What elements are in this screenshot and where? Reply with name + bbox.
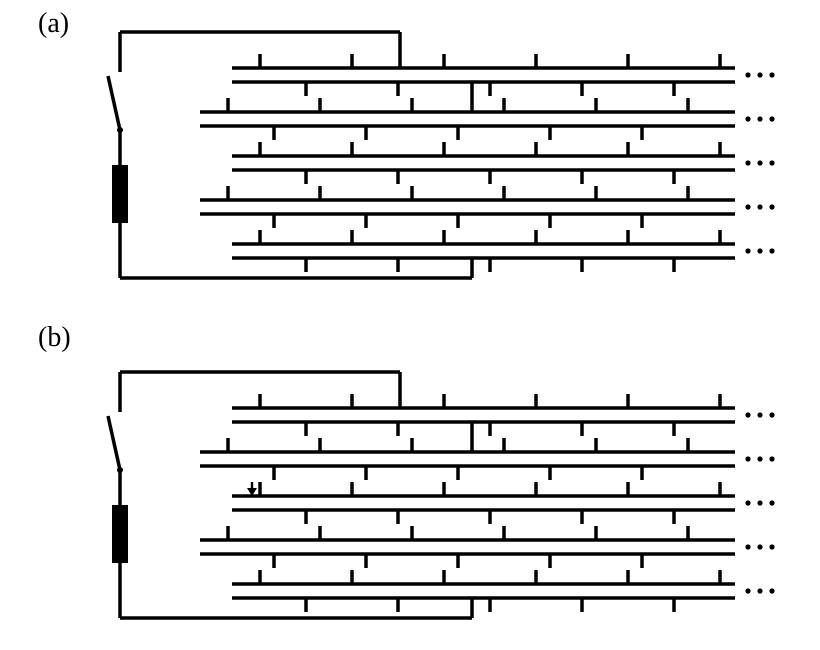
label-b: (b) <box>38 322 71 353</box>
panel-a <box>108 32 775 278</box>
diagram-root: (a) (b) <box>0 0 820 650</box>
label-a: (a) <box>38 8 69 39</box>
panel-b <box>108 372 775 618</box>
